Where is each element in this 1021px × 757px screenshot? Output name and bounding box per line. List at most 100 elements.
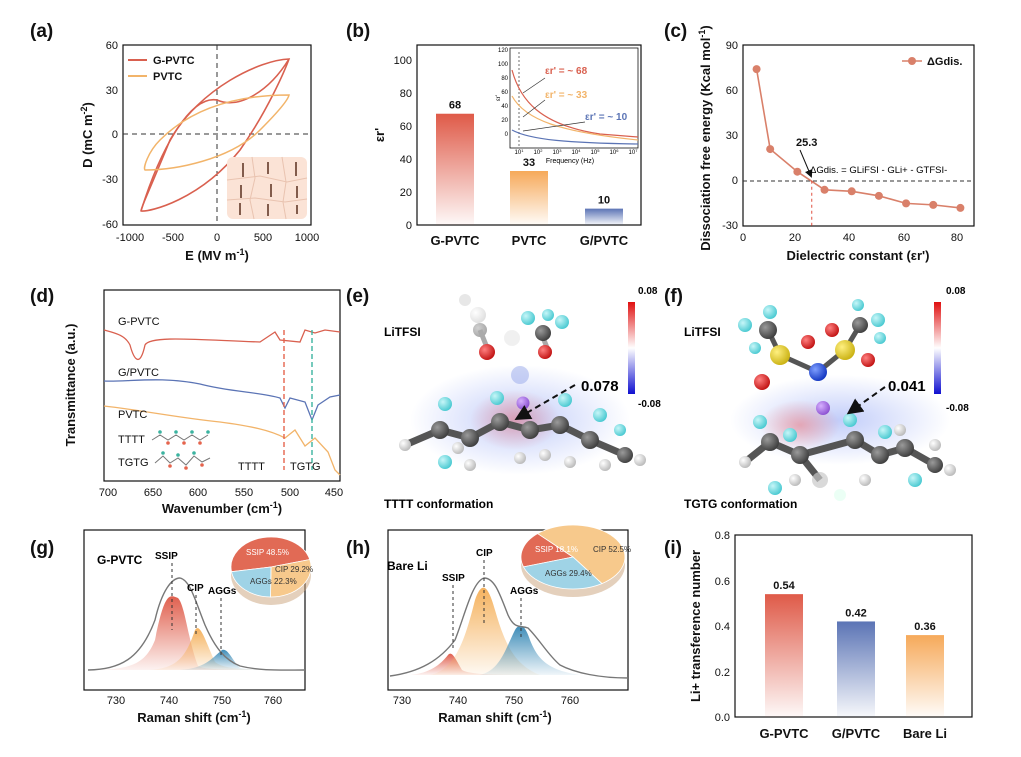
g-pie-label-aggs: AGGs 22.3% [250, 577, 297, 586]
panel-b: (b) 100 80 60 40 20 0 εr' 68G-PVTC33PVTC… [346, 21, 642, 248]
g-pie-label-cip: CIP 29.2% [275, 565, 313, 574]
g-pie [230, 536, 312, 605]
inset-note-68: εr' = ~ 68 [545, 66, 588, 77]
i-category: Bare Li [903, 726, 947, 741]
b-bar [585, 208, 623, 225]
panel-i: (i) 0.8 0.6 0.4 0.2 0.0 Li+ transference… [664, 530, 973, 741]
inset-pointer [522, 99, 546, 118]
g-peak-cip [150, 628, 300, 670]
f-colorbar [934, 302, 941, 394]
c-point [929, 200, 938, 209]
panel-g-xticks: 730 740 750 760 [107, 695, 282, 707]
g-peak-ssip-label: SSIP [155, 551, 178, 562]
a-xtick: -500 [162, 232, 184, 244]
d-xtick: 650 [144, 487, 162, 499]
panel-a-xlabel: E (MV m-1) [185, 247, 249, 263]
panel-c-label: (c) [664, 21, 687, 42]
a-ytick: -30 [102, 174, 118, 186]
panel-a-xticks: -1000 -500 0 500 1000 [116, 232, 319, 244]
h-pie [520, 524, 626, 597]
panel-b-ylabel: εr' [372, 128, 387, 142]
inset-ylabel: εr' [496, 95, 502, 101]
c-ytick: 30 [726, 130, 738, 142]
e-scale-max: 0.08 [638, 286, 658, 297]
h-pie-label-cip: CIP 52.5% [593, 545, 631, 554]
panel-g-label: (g) [30, 538, 54, 559]
panel-c: (c) 90 60 30 0 -30 0 20 40 60 80 Dielect… [664, 21, 975, 263]
d-trace-label-tttt: TTTT [118, 434, 145, 446]
pie-slice [536, 524, 626, 585]
e-molecule: LiTFSI [384, 325, 421, 339]
d-xtick: 450 [325, 487, 343, 499]
inset-curve-pvtc [511, 95, 639, 141]
a-xtick: -1000 [116, 232, 144, 244]
panel-h-xticks: 730 740 750 760 [393, 695, 579, 707]
panel-c-xticks: 0 20 40 60 80 [740, 232, 963, 244]
c-marker-arrow [799, 149, 813, 178]
h-xtick: 740 [449, 695, 467, 707]
inset-pointer [522, 77, 546, 94]
inset-note-33: εr' = ~ 33 [545, 90, 588, 101]
panel-g-xlabel: Raman shift (cm-1) [137, 709, 251, 725]
inset-ytick: 0 [505, 132, 509, 138]
g-xtick: 740 [160, 695, 178, 707]
i-bar [906, 635, 944, 717]
h-xtick: 760 [561, 695, 579, 707]
h-peak-aggs [480, 625, 580, 675]
legend-a-pvtc: PVTC [153, 71, 182, 83]
trace-gslash [103, 379, 341, 422]
panel-d-xlabel: Wavenumber (cm-1) [162, 500, 282, 516]
b-category: G/PVTC [580, 233, 629, 248]
panel-a: (a) G-PVTC PVTC 60 30 0 -30 -60 -1000 [30, 21, 319, 263]
svg-text:102: 102 [534, 148, 544, 156]
b-bar-value: 10 [598, 195, 610, 207]
b-ytick: 80 [400, 88, 412, 100]
panel-c-frame [742, 44, 975, 227]
f-arrow [846, 386, 886, 415]
g-peak-ssip [100, 596, 300, 670]
panel-a-ylabel: D (mC m-2) [79, 102, 95, 168]
pvtc-loop [143, 94, 290, 171]
d-xtick: 700 [99, 487, 117, 499]
i-category: G-PVTC [759, 726, 809, 741]
c-point [874, 191, 883, 200]
e-colorbar [628, 302, 635, 394]
b-ytick: 100 [394, 55, 412, 67]
f-scale-max: 0.08 [946, 286, 966, 297]
c-equation: ΔGdis. = GLiFSI - GLi+ - GTFSI- [810, 165, 947, 176]
c-point [793, 167, 802, 176]
domain-inset [227, 157, 307, 219]
trace-pvtc [103, 405, 341, 476]
panel-c-xlabel: Dielectric constant (εr') [787, 248, 930, 263]
c-xtick: 40 [843, 232, 855, 244]
inset-ytick: 20 [501, 118, 508, 124]
panel-b-bars: 68 G-PVTC 33 PVTC 10 G/PVTC [430, 100, 628, 248]
b-category: G-PVTC [430, 233, 480, 248]
h-peak-aggs-label: AGGs [510, 586, 539, 597]
inset-yticks: 120 100 80 60 40 20 0 [498, 48, 509, 138]
panel-g: (g) G-PVTC SSIP CIP AGGs 730 740 750 760… [30, 529, 313, 725]
i-ytick: 0.0 [715, 712, 730, 724]
panel-d-frame [103, 289, 341, 482]
c-ytick: 90 [726, 40, 738, 52]
panel-b-yticks: 100 80 60 40 20 0 [394, 55, 412, 232]
e-arrow [514, 384, 576, 421]
h-xtick: 750 [505, 695, 523, 707]
litfsi-faded [459, 294, 529, 384]
panel-c-yticks: 90 60 30 0 -30 [722, 40, 738, 232]
d-xtick: 500 [281, 487, 299, 499]
domain-grains [226, 156, 308, 220]
inset-frame [509, 47, 639, 149]
panel-d-xticks: 700 650 600 550 500 450 [99, 487, 343, 499]
svg-text:103: 103 [553, 148, 563, 156]
pie-slice [520, 533, 575, 568]
b-ytick: 0 [406, 220, 412, 232]
panel-h-frame [387, 529, 629, 691]
d-xtick: 550 [235, 487, 253, 499]
c-ytick: 0 [732, 175, 738, 187]
svg-text:101: 101 [515, 148, 525, 156]
inset-ytick: 80 [501, 76, 508, 82]
c-xtick: 60 [898, 232, 910, 244]
panel-i-ylabel: Li+ transference number [688, 550, 703, 702]
pie-slice [522, 556, 603, 590]
